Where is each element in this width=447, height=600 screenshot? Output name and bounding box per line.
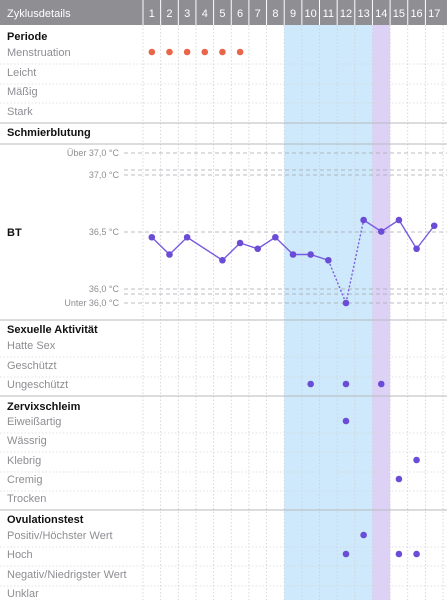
mucus-section-title: Zervixschleim [7,401,81,413]
header-day-10[interactable]: 10 [305,8,317,20]
menstruation-dot-day-5[interactable] [219,48,226,56]
ovulation-positive-dot-day-13[interactable] [360,531,367,539]
spotting-section-title: Schmierblutung [7,127,91,139]
ovulation-row-label: Hoch [7,549,33,561]
bbt-point-day-14[interactable] [377,228,385,235]
bbt-line-segment [380,219,400,233]
bbt-axis-label: Unter 36,0 °C [64,298,119,308]
menstruation-dot-day-4[interactable] [201,48,209,56]
egg-white-mucus-dot-day-12[interactable] [342,417,350,425]
mucus-row-label: Wässrig [7,435,47,447]
bbt-point-day-11[interactable] [325,256,332,264]
creamy-mucus-dot-day-15[interactable] [395,475,403,483]
bbt-line-segment [186,236,223,261]
bbt-point-day-1[interactable] [148,233,156,241]
sexual-row-label: Ungeschützt [7,379,68,391]
bbt-line-segment [416,225,435,250]
ovulation-row-label: Unklar [7,588,39,600]
ovulation-row-label: Negativ/Niedrigster Wert [7,569,127,581]
unprotected-sex-dot-day-10[interactable] [307,380,314,388]
header-day-17[interactable]: 17 [428,8,440,20]
menstruation-dot-day-2[interactable] [166,48,173,56]
bbt-line-segment [398,219,418,250]
ovulation-high-dot-day-16[interactable] [413,550,420,558]
fertile-window-highlight [284,25,373,600]
bbt-axis-label: 37,0 °C [89,170,120,180]
bbt-point-day-2[interactable] [166,251,173,258]
header-day-14[interactable]: 14 [375,8,387,20]
bbt-point-day-12[interactable] [342,299,350,307]
bbt-point-day-17[interactable] [430,222,438,230]
header-day-7[interactable]: 7 [255,8,261,20]
ovulation-section-title: Ovulationstest [7,514,84,526]
mucus-row-label: Cremig [7,474,42,486]
header-day-1[interactable]: 1 [149,8,155,20]
header-day-12[interactable]: 12 [340,8,352,20]
bbt-point-day-13[interactable] [360,216,367,224]
bbt-axis-label: 36,5 °C [89,227,120,237]
header-day-6[interactable]: 6 [237,8,243,20]
mucus-row-label: Klebrig [7,455,41,467]
bbt-axis-label: 36,0 °C [89,284,120,294]
sexual-row-label: Hatte Sex [7,340,56,352]
mucus-row-label: Trocken [7,493,46,505]
bbt-point-day-16[interactable] [413,245,420,253]
period-row-label: Leicht [7,67,36,79]
menstruation-dot-day-3[interactable] [183,48,191,56]
bbt-axis-label: Über 37,0 °C [67,148,120,158]
ovulation-day-highlight [372,25,391,600]
bbt-line-segment [274,236,294,256]
bbt-point-day-10[interactable] [307,251,314,258]
bbt-line-segment [151,236,170,256]
ovulation-high-dot-day-15[interactable] [395,550,403,558]
bbt-point-day-6[interactable] [236,239,244,247]
ovulation-row-label: Positiv/Höchster Wert [7,530,113,542]
bbt-line-segment [221,242,241,261]
header-day-11[interactable]: 11 [323,8,334,20]
period-row-label: Mäßig [7,86,38,98]
bbt-point-day-7[interactable] [254,245,262,253]
menstruation-dot-day-1[interactable] [148,48,156,56]
header-day-9[interactable]: 9 [290,8,296,20]
bbt-line-segment [257,236,276,250]
header-day-5[interactable]: 5 [219,8,225,20]
header-day-8[interactable]: 8 [272,8,278,20]
bbt-line-segment [363,219,382,233]
period-row-label: Stark [7,106,33,118]
bbt-point-day-3[interactable] [183,233,191,241]
sticky-mucus-dot-day-16[interactable] [413,456,420,464]
header-day-2[interactable]: 2 [166,8,172,20]
bbt-section-title: BT [7,227,22,239]
ovulation-high-dot-day-12[interactable] [342,550,350,558]
bbt-point-day-9[interactable] [289,251,297,258]
unprotected-sex-dot-day-12[interactable] [342,380,350,388]
bbt-point-day-5[interactable] [219,256,226,264]
period-row-label: Menstruation [7,47,71,59]
bbt-point-day-8[interactable] [272,233,279,241]
mucus-row-label: Eiweißartig [7,416,61,428]
header-day-3[interactable]: 3 [184,8,190,20]
menstruation-dot-day-6[interactable] [236,48,244,56]
header-title: Zyklusdetails [7,8,71,20]
period-section-title: Periode [7,31,47,43]
bbt-line-segment [168,236,188,256]
sexual-row-label: Geschützt [7,360,57,372]
unprotected-sex-dot-day-14[interactable] [377,380,385,388]
header-day-13[interactable]: 13 [358,8,370,20]
header-day-4[interactable]: 4 [202,8,208,20]
header-day-15[interactable]: 15 [393,8,405,20]
header-day-16[interactable]: 16 [410,8,422,20]
bbt-point-day-15[interactable] [395,216,403,224]
sexual-section-title: Sexuelle Aktivität [7,324,98,336]
